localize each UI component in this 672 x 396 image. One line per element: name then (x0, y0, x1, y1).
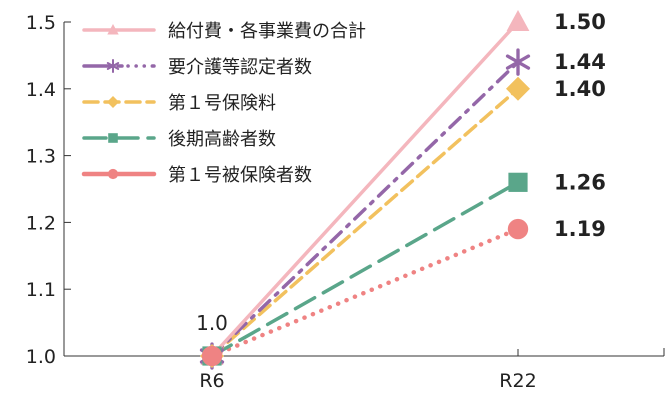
legend-label: 第１号保険料 (168, 93, 276, 114)
end-point-marker (506, 76, 530, 101)
data-labels: 1.50 1.44 1.40 1.26 1.19 1.0 (196, 10, 606, 335)
end-point-marker (507, 218, 529, 240)
legend-marker (106, 59, 120, 73)
end-point-marker (505, 48, 531, 76)
y-tick-label: 1.2 (26, 212, 56, 234)
end-point-marker (508, 172, 528, 192)
series-line (209, 226, 521, 359)
start-value-label: 1.0 (196, 311, 228, 335)
y-tick-label: 1.0 (26, 346, 56, 368)
series-line (210, 180, 520, 358)
end-value-label: 1.19 (554, 217, 606, 241)
legend-marker (107, 24, 119, 35)
legend-marker (108, 133, 118, 143)
end-value-label: 1.50 (554, 10, 606, 34)
y-tick-label: 1.1 (26, 279, 56, 301)
legend-marker (107, 168, 119, 180)
end-value-label: 1.44 (554, 50, 606, 74)
y-tick-label: 1.5 (26, 12, 56, 34)
series-markers (199, 10, 531, 370)
end-value-label: 1.40 (554, 77, 606, 101)
x-tick-label: R22 (499, 370, 536, 392)
end-point-marker (506, 10, 530, 31)
y-tick-label: 1.3 (26, 146, 56, 168)
series-lines (209, 20, 521, 359)
legend-label: 後期高齢者数 (168, 129, 276, 150)
legend-label: 給付費・各事業費の合計 (168, 21, 366, 42)
series-line (210, 60, 520, 358)
x-tick-label: R6 (199, 370, 224, 392)
axes: 1.0 1.1 1.2 1.3 1.4 1.5 R6 R22 (26, 12, 665, 392)
end-value-label: 1.26 (554, 170, 606, 194)
y-tick-label: 1.4 (26, 79, 56, 101)
legend-marker (107, 96, 119, 108)
start-point-marker (201, 345, 223, 367)
series-line (210, 87, 520, 358)
legend-label: 要介護等認定者数 (168, 57, 312, 78)
legend-label: 第１号被保険者数 (168, 165, 312, 186)
series-line (210, 20, 520, 358)
